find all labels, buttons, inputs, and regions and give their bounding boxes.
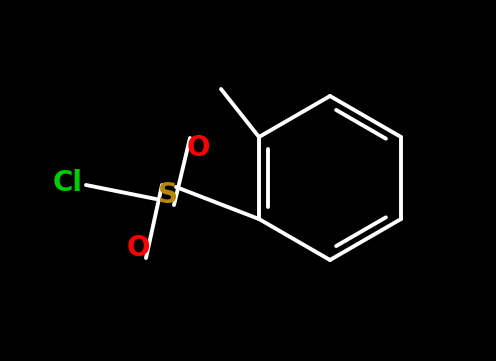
- Text: O: O: [126, 234, 150, 262]
- Text: O: O: [186, 134, 210, 162]
- Text: S: S: [158, 181, 178, 209]
- Text: Cl: Cl: [53, 169, 83, 197]
